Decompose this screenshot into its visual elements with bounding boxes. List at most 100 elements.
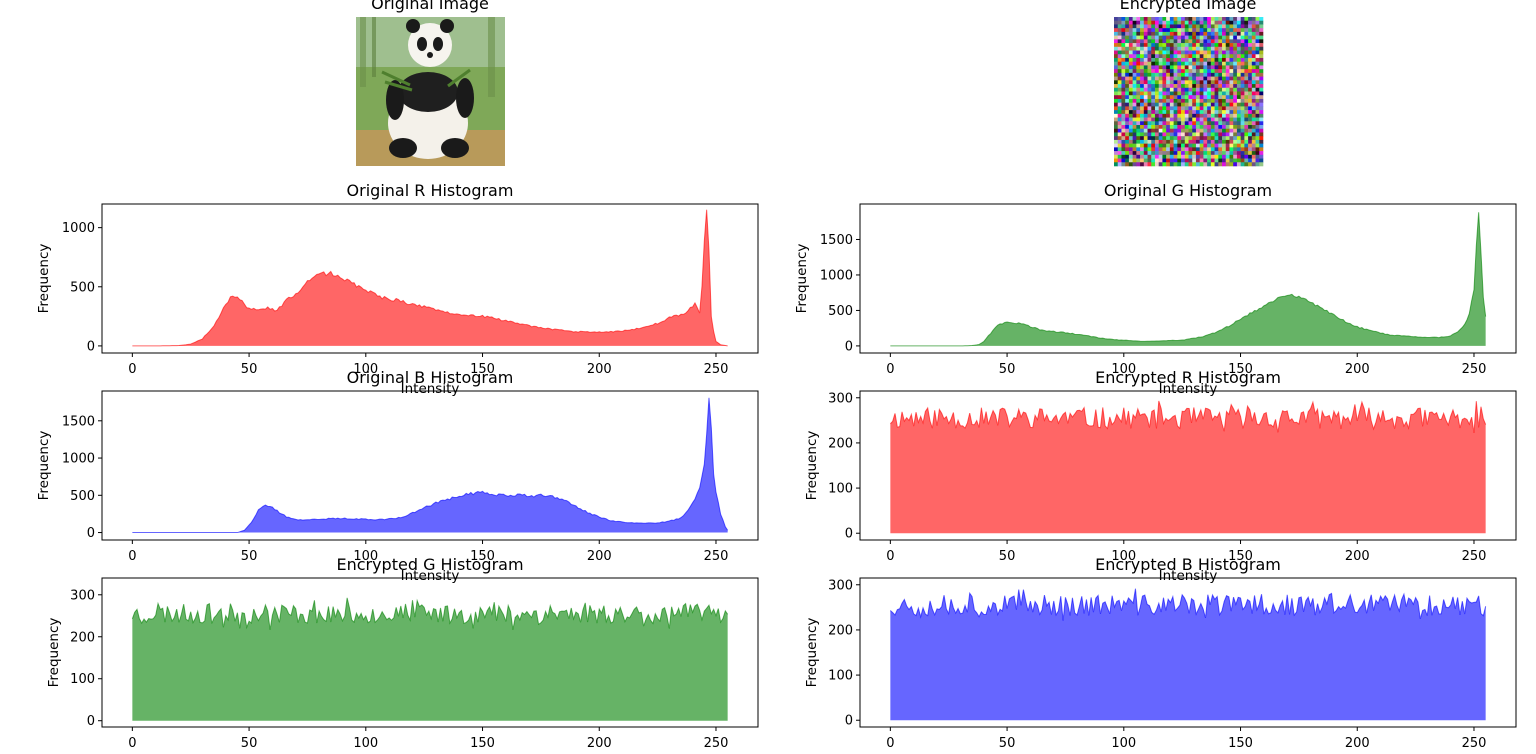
encrypted-noise-image [1114, 17, 1264, 167]
x-tick-label: 0 [886, 549, 894, 564]
y-tick-label: 500 [70, 489, 95, 504]
y-tick-label: 1500 [820, 233, 853, 248]
x-tick-label: 250 [1462, 362, 1487, 377]
x-tick-label: 100 [353, 362, 378, 377]
y-axis-label: Frequency [804, 431, 820, 501]
x-tick-label: 200 [1345, 736, 1370, 751]
histogram-title: Original G Histogram [1104, 181, 1272, 200]
histogram-area [890, 588, 1486, 721]
y-tick-label: 500 [828, 304, 853, 319]
axes-frame [101, 203, 759, 354]
x-tick-label: 100 [353, 736, 378, 751]
y-tick-label: 300 [70, 588, 95, 603]
y-tick-label: 300 [828, 578, 853, 593]
x-axis-label: Intensity [1159, 568, 1218, 584]
x-tick-label: 100 [1111, 736, 1136, 751]
x-tick-label: 150 [470, 362, 495, 377]
x-axis-label: Intensity [401, 568, 460, 584]
x-tick-label: 0 [886, 736, 894, 751]
encrypted-image-panel: Encrypted Image [1114, 0, 1264, 167]
histogram-line [132, 209, 728, 347]
x-tick-label: 100 [353, 549, 378, 564]
histogram-title: Encrypted B Histogram [1095, 555, 1281, 574]
y-tick-label: 0 [845, 527, 853, 542]
histogram-line [889, 400, 1487, 433]
x-tick-label: 250 [704, 549, 729, 564]
original-g-histogram: Original G Histogram 0 50 100 150 200 250 0 500 1… [794, 181, 1517, 397]
y-tick-label: 0 [87, 714, 95, 729]
histogram-area [132, 209, 728, 346]
y-axis-label: Frequency [36, 244, 52, 314]
original-image-title: Original Image [371, 0, 489, 13]
x-tick-label: 100 [1111, 549, 1136, 564]
histogram-line [890, 212, 1487, 347]
axes-frame [101, 577, 759, 728]
x-tick-label: 150 [1228, 549, 1253, 564]
histogram-line [132, 397, 729, 534]
x-tick-label: 50 [999, 549, 1016, 564]
encrypted-b-histogram: Encrypted B Histogram 0 50 100 150 200 250 0 100… [804, 555, 1517, 751]
x-tick-label: 0 [128, 736, 136, 751]
histogram-area [132, 397, 728, 533]
y-tick-label: 100 [70, 672, 95, 687]
x-tick-label: 200 [1345, 362, 1370, 377]
x-tick-label: 0 [128, 549, 136, 564]
y-tick-label: 100 [828, 669, 853, 684]
axes-frame [859, 390, 1517, 541]
encrypted-g-histogram: Encrypted G Histogram 0 50 100 150 200 250 0 100… [46, 555, 759, 751]
histogram-area [132, 597, 728, 721]
y-axis-label: Frequency [794, 244, 810, 314]
y-tick-label: 1000 [820, 268, 853, 283]
x-tick-label: 0 [128, 362, 136, 377]
x-tick-label: 200 [1345, 549, 1370, 564]
x-tick-label: 100 [1111, 362, 1136, 377]
histogram-title: Encrypted G Histogram [336, 555, 523, 574]
x-tick-label: 250 [1462, 736, 1487, 751]
x-tick-label: 150 [1228, 362, 1253, 377]
histogram-area [890, 400, 1486, 534]
histogram-title: Encrypted R Histogram [1095, 368, 1281, 387]
y-tick-label: 500 [70, 280, 95, 295]
histogram-title: Original B Histogram [347, 368, 514, 387]
x-tick-label: 250 [704, 736, 729, 751]
y-tick-label: 0 [87, 339, 95, 354]
x-tick-label: 200 [587, 362, 612, 377]
original-r-histogram: Original R Histogram 0 50 100 150 200 250 0 500 1… [36, 181, 759, 397]
x-tick-label: 150 [470, 549, 495, 564]
y-tick-label: 200 [828, 623, 853, 638]
encrypted-image-title: Encrypted Image [1120, 0, 1257, 13]
x-tick-label: 50 [241, 736, 258, 751]
y-tick-label: 200 [828, 436, 853, 451]
x-tick-label: 50 [999, 736, 1016, 751]
x-tick-label: 150 [470, 736, 495, 751]
original-image-panel: Original Image [356, 0, 505, 166]
histogram-area [890, 212, 1486, 346]
x-tick-label: 0 [886, 362, 894, 377]
histogram-title: Original R Histogram [347, 181, 514, 200]
x-tick-label: 150 [1228, 736, 1253, 751]
y-axis-label: Frequency [46, 618, 62, 688]
x-tick-label: 250 [1462, 549, 1487, 564]
y-tick-label: 1500 [62, 414, 95, 429]
x-tick-label: 200 [587, 549, 612, 564]
y-tick-label: 1000 [62, 221, 95, 236]
axes-frame [859, 203, 1517, 354]
y-tick-label: 100 [828, 482, 853, 497]
panda-image [356, 17, 505, 166]
y-tick-label: 0 [87, 526, 95, 541]
x-tick-label: 50 [241, 362, 258, 377]
y-tick-label: 1000 [62, 452, 95, 467]
axes-frame [101, 390, 759, 541]
histogram-line [890, 588, 1487, 621]
x-tick-label: 50 [999, 362, 1016, 377]
x-axis-label: Intensity [1159, 381, 1218, 397]
y-axis-label: Frequency [804, 618, 820, 688]
y-axis-label: Frequency [36, 431, 52, 501]
x-axis-label: Intensity [401, 381, 460, 397]
y-tick-label: 0 [845, 339, 853, 354]
x-tick-label: 250 [704, 362, 729, 377]
original-b-histogram: Original B Histogram 0 50 100 150 200 250 0 500 1… [36, 368, 759, 584]
axes-frame [859, 577, 1517, 728]
y-tick-label: 300 [828, 391, 853, 406]
